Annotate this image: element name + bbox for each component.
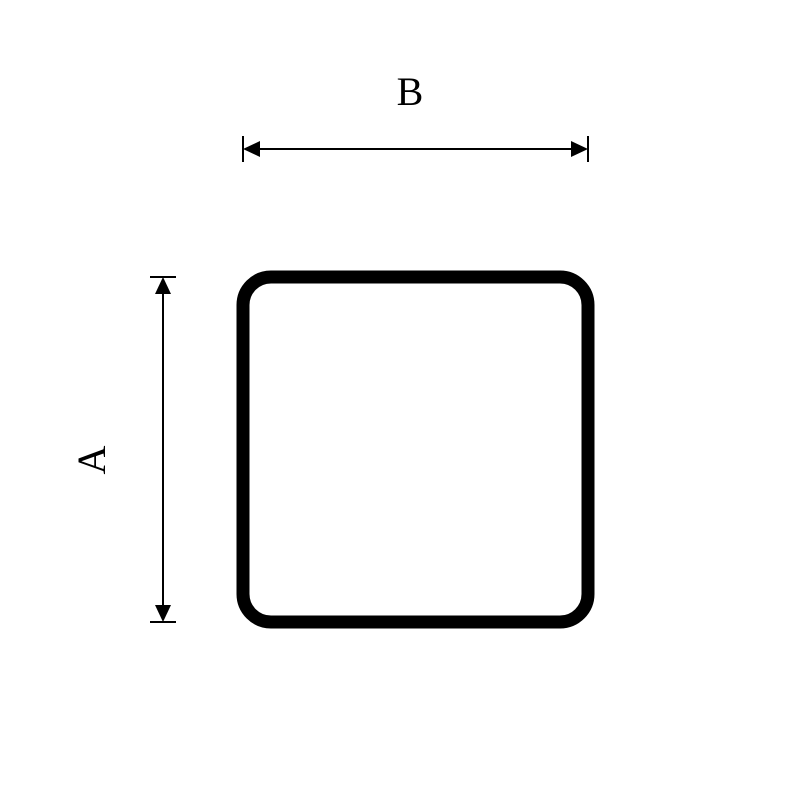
dimension-diagram: B A — [0, 0, 800, 800]
dimension-b: B — [243, 69, 588, 162]
dimension-a: A — [69, 277, 176, 622]
square-profile — [243, 277, 588, 622]
dimension-b-label: B — [397, 69, 424, 114]
dimension-a-label: A — [69, 445, 114, 474]
